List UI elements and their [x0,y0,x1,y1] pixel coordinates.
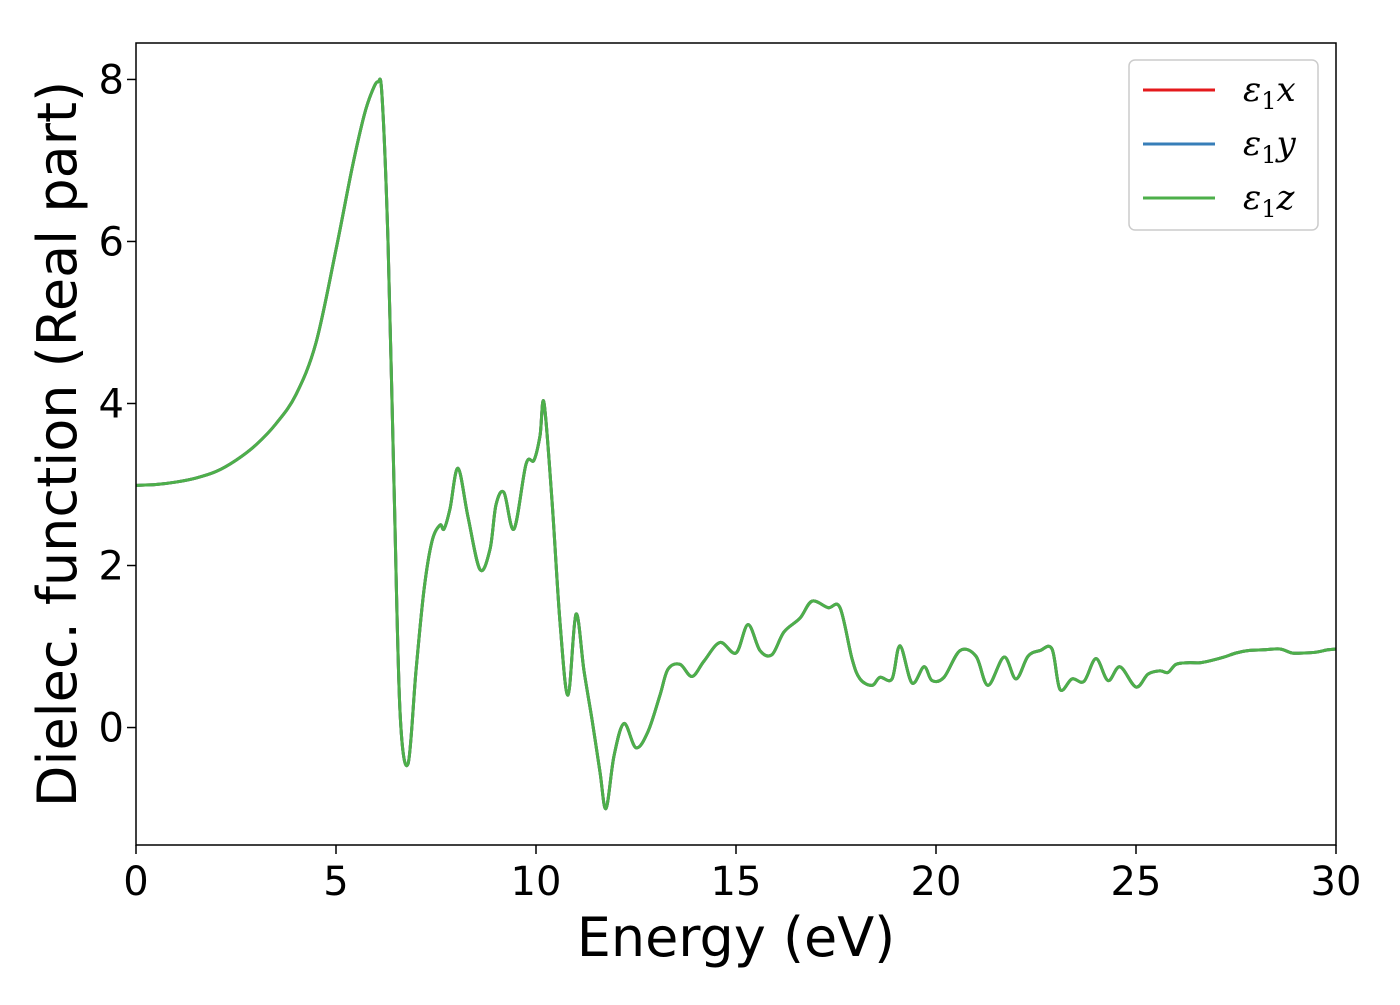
y-tick-label: 2 [99,544,124,590]
x-tick-label: 25 [1111,859,1162,905]
y-tick-label: 8 [99,57,124,103]
y-tick-label: 0 [99,706,124,752]
series-group [136,77,1336,811]
series-line-z [136,77,1336,811]
x-tick-label: 5 [323,859,348,905]
x-tick-label: 30 [1311,859,1362,905]
y-tick-label: 6 [99,219,124,265]
x-tick-label: 10 [511,859,562,905]
legend-label-x: ε1x [1243,70,1296,115]
x-axis-title: Energy (eV) [577,906,896,969]
legend: ε1x ε1y ε1z [1128,59,1319,231]
legend-label-z: ε1z [1243,178,1296,223]
x-tick-label: 20 [911,859,962,905]
x-tick-label: 15 [711,859,762,905]
y-axis-ticks: 0 2 4 6 8 [99,57,136,752]
y-tick-label: 4 [99,381,124,427]
legend-label-y: ε1y [1243,124,1297,169]
x-tick-label: 0 [123,859,148,905]
legend-box [1128,59,1319,231]
x-axis-ticks: 0 5 10 15 20 25 30 [123,845,1361,905]
y-axis-title: Dielec. function (Real part) [26,81,89,807]
